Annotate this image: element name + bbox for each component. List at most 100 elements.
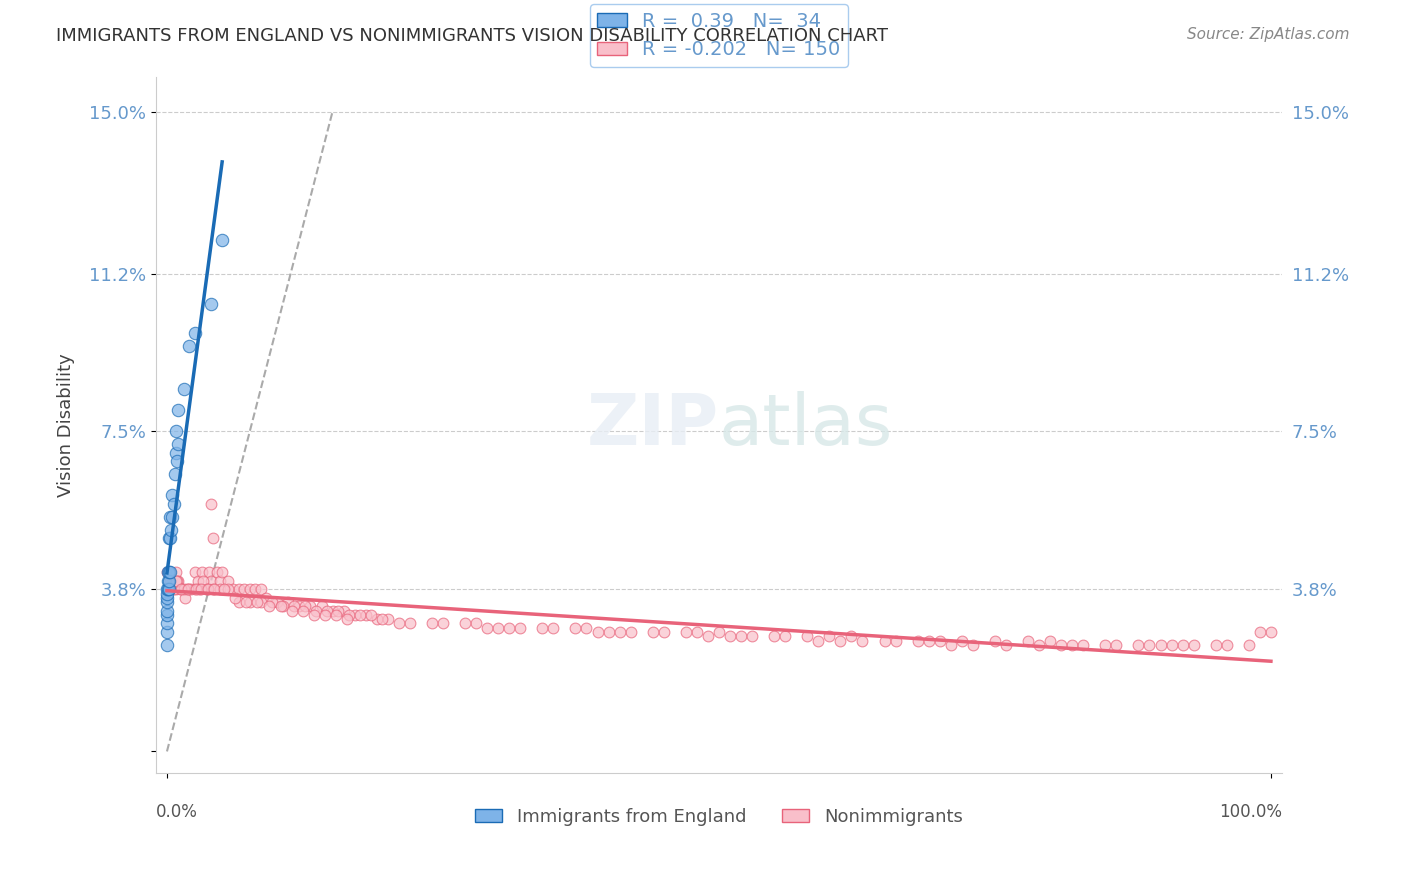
- Point: [211, 566, 233, 580]
- Point: [198, 566, 221, 580]
- Point: [575, 621, 598, 635]
- Point: [928, 633, 950, 648]
- Point: [1216, 638, 1239, 652]
- Point: [371, 612, 394, 626]
- Y-axis label: Vision Disability: Vision Disability: [58, 353, 75, 497]
- Point: [224, 591, 246, 605]
- Point: [266, 595, 288, 609]
- Point: [288, 599, 311, 614]
- Point: [270, 599, 292, 614]
- Point: [1260, 624, 1282, 639]
- Point: [163, 467, 186, 482]
- Point: [157, 566, 180, 580]
- Point: [167, 574, 190, 588]
- Point: [420, 616, 443, 631]
- Point: [349, 607, 371, 622]
- Point: [162, 574, 184, 588]
- Point: [366, 612, 388, 626]
- Point: [1050, 638, 1073, 652]
- Point: [354, 607, 377, 622]
- Point: [188, 582, 211, 597]
- Point: [741, 629, 763, 643]
- Point: [322, 604, 344, 618]
- Point: [884, 633, 907, 648]
- Point: [173, 591, 195, 605]
- Point: [249, 582, 271, 597]
- Point: [830, 633, 852, 648]
- Point: [156, 616, 179, 631]
- Point: [190, 582, 212, 597]
- Point: [984, 633, 1007, 648]
- Point: [873, 633, 896, 648]
- Point: [156, 624, 179, 639]
- Point: [156, 638, 179, 652]
- Point: [165, 425, 187, 439]
- Point: [388, 616, 411, 631]
- Legend: Immigrants from England, Nonimmigrants: Immigrants from England, Nonimmigrants: [468, 801, 970, 833]
- Text: atlas: atlas: [718, 391, 893, 459]
- Point: [939, 638, 962, 652]
- Point: [475, 621, 498, 635]
- Point: [157, 574, 180, 588]
- Point: [157, 582, 180, 597]
- Text: IMMIGRANTS FROM ENGLAND VS NONIMMIGRANTS VISION DISABILITY CORRELATION CHART: IMMIGRANTS FROM ENGLAND VS NONIMMIGRANTS…: [56, 27, 889, 45]
- Point: [1182, 638, 1205, 652]
- Point: [1149, 638, 1171, 652]
- Point: [172, 582, 194, 597]
- Point: [157, 566, 180, 580]
- Point: [641, 624, 664, 639]
- Point: [818, 629, 841, 643]
- Point: [173, 382, 195, 396]
- Point: [217, 574, 239, 588]
- Point: [696, 629, 718, 643]
- Point: [202, 531, 225, 545]
- Point: [176, 582, 198, 597]
- Point: [326, 604, 349, 618]
- Point: [773, 629, 796, 643]
- Point: [239, 595, 262, 609]
- Point: [184, 582, 207, 597]
- Point: [254, 591, 277, 605]
- Point: [156, 607, 179, 622]
- Point: [177, 582, 200, 597]
- Point: [311, 599, 333, 614]
- Point: [609, 624, 631, 639]
- Point: [465, 616, 488, 631]
- Point: [962, 638, 984, 652]
- Point: [305, 604, 328, 618]
- Point: [543, 621, 565, 635]
- Point: [294, 599, 316, 614]
- Point: [200, 296, 222, 310]
- Text: ZIP: ZIP: [586, 391, 718, 459]
- Point: [360, 607, 382, 622]
- Point: [1205, 638, 1227, 652]
- Point: [620, 624, 643, 639]
- Point: [707, 624, 730, 639]
- Text: 0.0%: 0.0%: [156, 803, 198, 821]
- Point: [165, 566, 187, 580]
- Point: [205, 566, 228, 580]
- Point: [763, 629, 786, 643]
- Point: [180, 582, 202, 597]
- Point: [156, 595, 179, 609]
- Point: [271, 599, 294, 614]
- Point: [718, 629, 741, 643]
- Point: [159, 574, 181, 588]
- Point: [167, 437, 190, 451]
- Point: [531, 621, 554, 635]
- Point: [157, 531, 180, 545]
- Point: [191, 566, 214, 580]
- Point: [686, 624, 709, 639]
- Point: [159, 566, 181, 580]
- Point: [257, 599, 280, 614]
- Point: [454, 616, 477, 631]
- Point: [157, 582, 180, 597]
- Point: [202, 582, 225, 597]
- Point: [173, 582, 195, 597]
- Point: [1094, 638, 1116, 652]
- Point: [183, 582, 205, 597]
- Point: [233, 582, 256, 597]
- Point: [159, 509, 181, 524]
- Point: [239, 582, 262, 597]
- Point: [325, 607, 347, 622]
